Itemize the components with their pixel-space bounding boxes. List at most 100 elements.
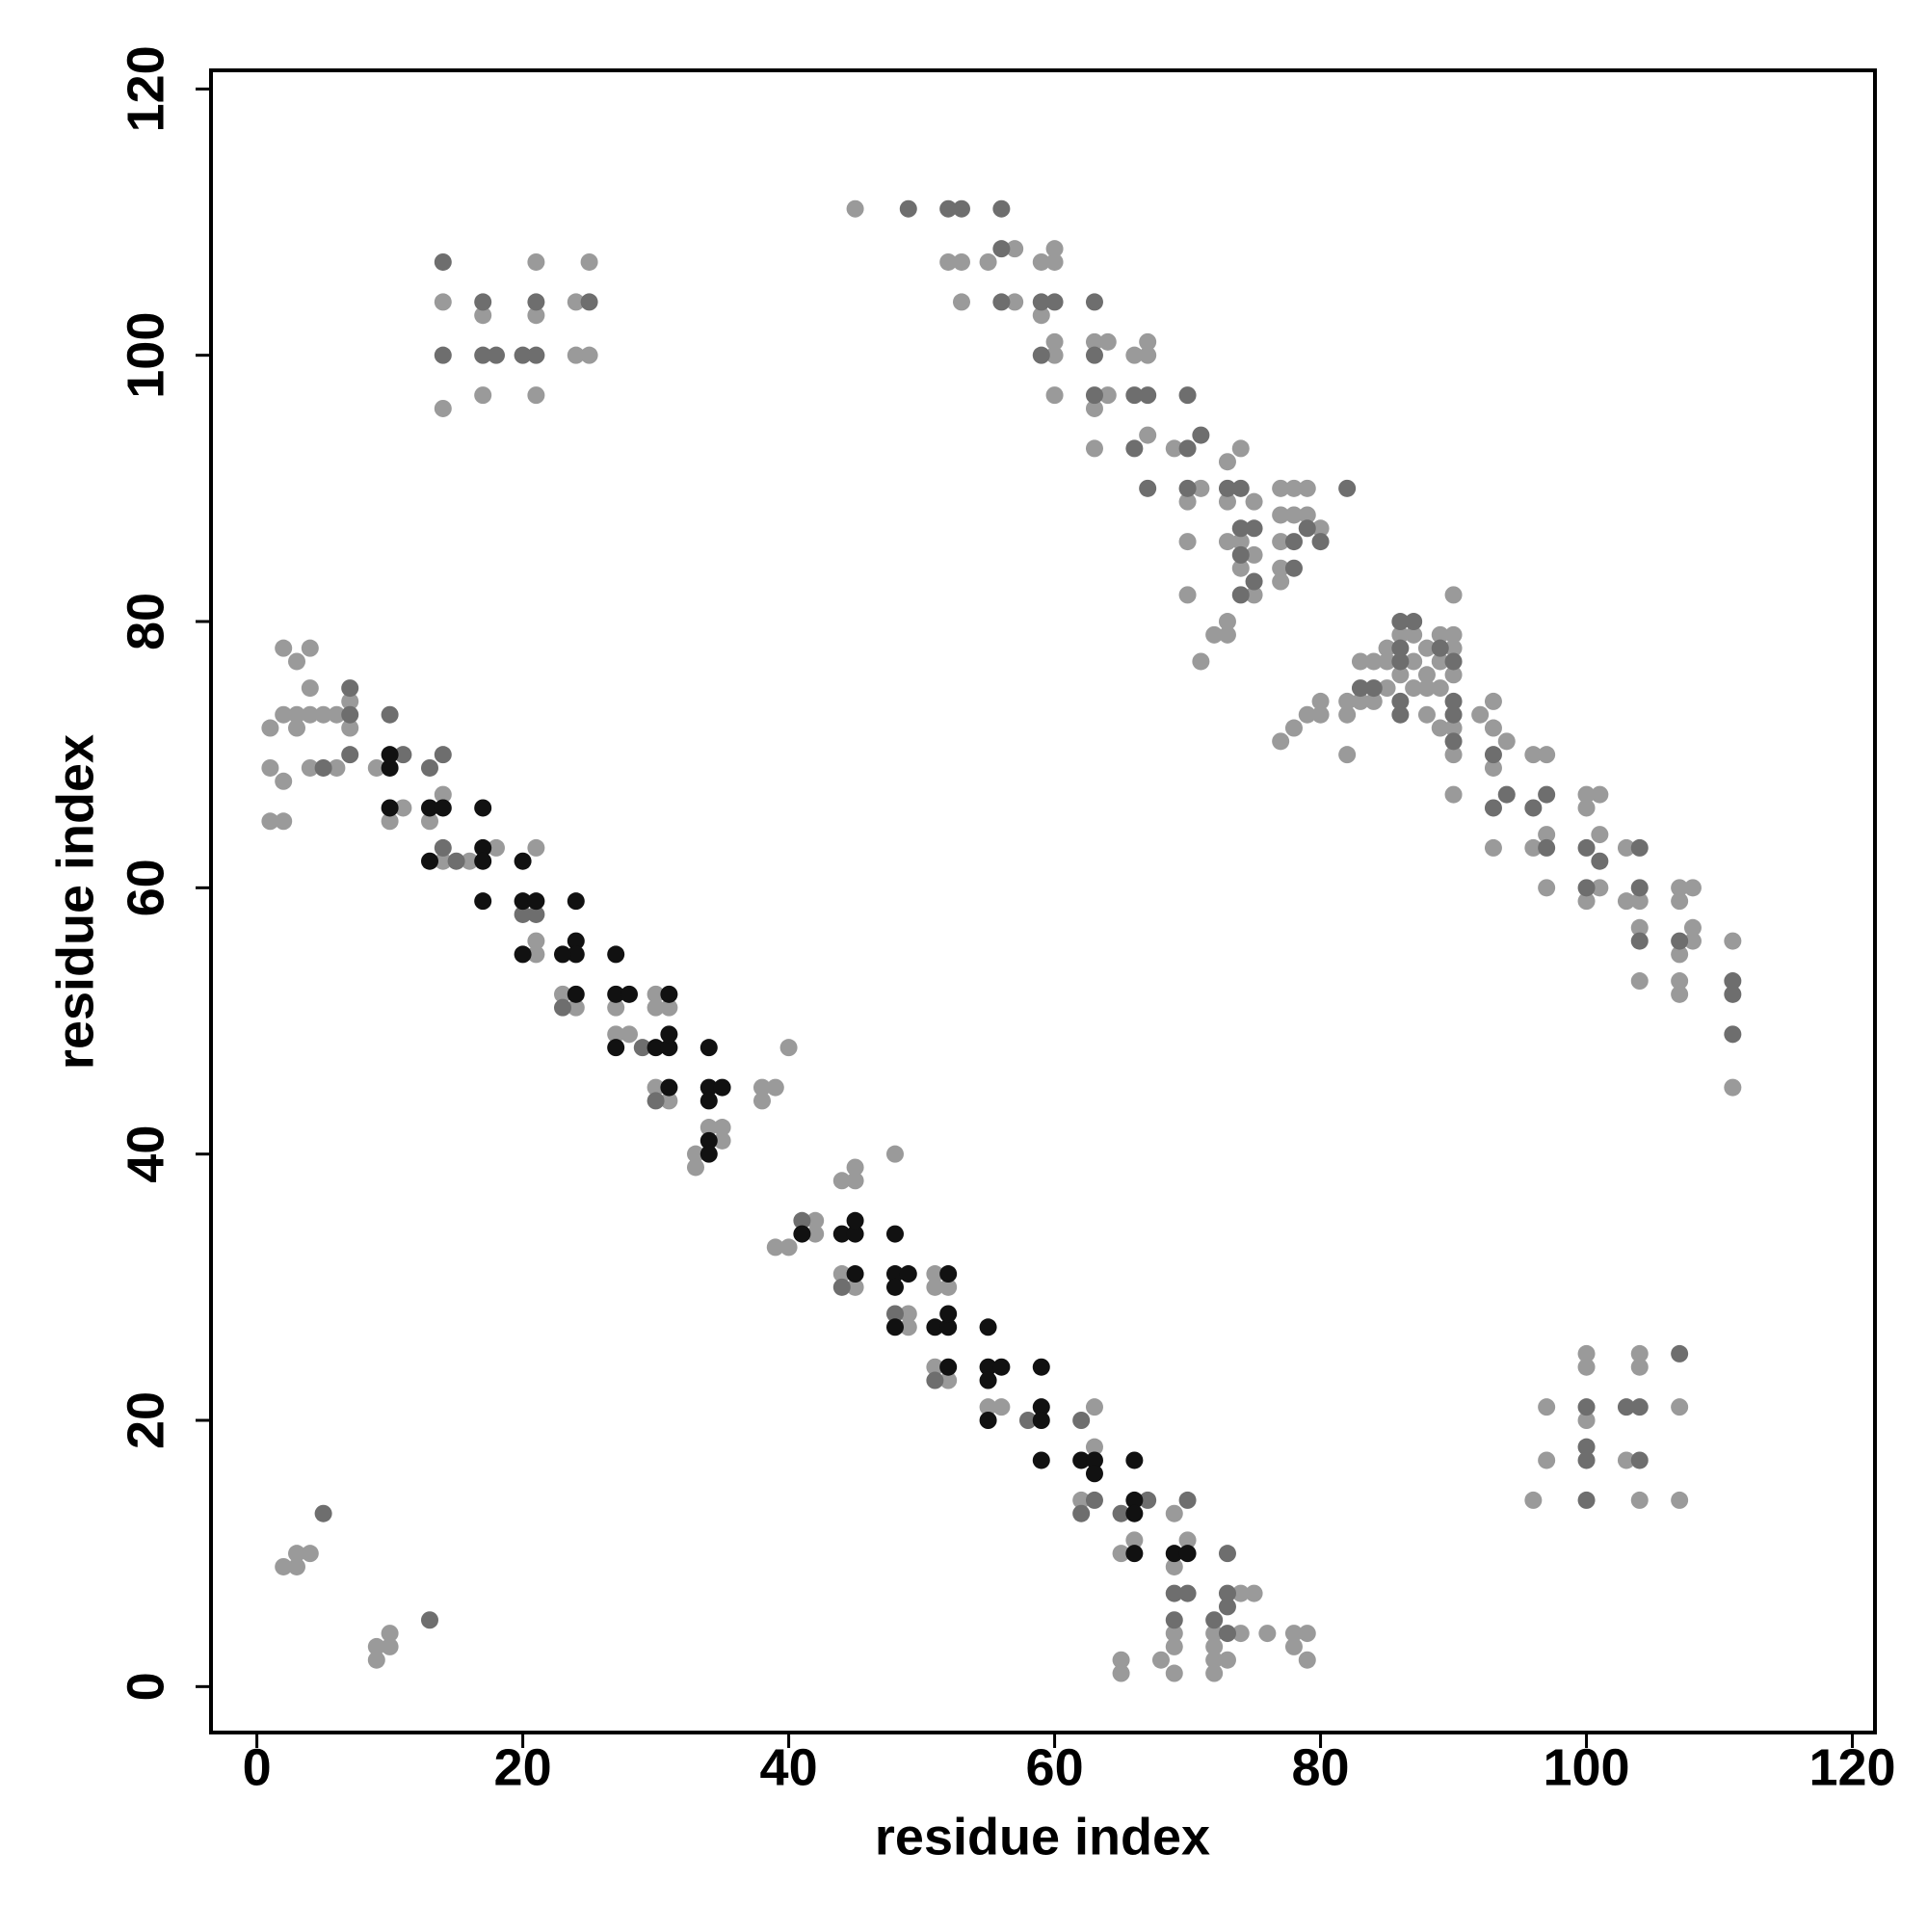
point — [567, 985, 585, 1003]
point — [1045, 252, 1064, 271]
point — [1139, 332, 1157, 351]
point — [1577, 1412, 1596, 1430]
point — [979, 1318, 997, 1337]
point — [1577, 1451, 1596, 1469]
point — [288, 719, 306, 737]
point — [686, 1158, 704, 1177]
point — [288, 1545, 306, 1563]
point — [700, 1131, 718, 1150]
point — [1072, 1451, 1091, 1469]
point — [1591, 826, 1609, 844]
point — [1139, 426, 1157, 444]
point — [1630, 972, 1649, 991]
point — [1298, 1651, 1316, 1669]
point — [1444, 719, 1463, 737]
point — [1630, 1491, 1649, 1509]
point — [1085, 1451, 1103, 1469]
point — [341, 746, 359, 764]
point — [1444, 652, 1463, 671]
point — [1072, 1504, 1091, 1522]
x-tick-label: 80 — [1292, 1738, 1350, 1796]
point — [434, 252, 452, 271]
point — [1178, 533, 1197, 551]
point — [1538, 1398, 1556, 1416]
point — [474, 386, 492, 405]
point — [434, 799, 452, 817]
point — [553, 945, 571, 964]
y-tick-label: 120 — [117, 45, 174, 132]
point — [381, 705, 399, 724]
point — [1298, 519, 1316, 538]
point — [885, 1225, 904, 1243]
point — [1098, 332, 1117, 351]
x-tick-label: 120 — [1808, 1738, 1895, 1796]
point — [899, 1265, 917, 1284]
point — [434, 293, 452, 311]
point — [752, 1078, 771, 1097]
point — [527, 945, 545, 964]
point — [527, 892, 545, 911]
point — [1218, 533, 1236, 551]
point — [1444, 666, 1463, 684]
point — [1683, 879, 1702, 897]
point — [939, 199, 958, 218]
point — [1538, 785, 1556, 804]
point — [367, 758, 385, 777]
point — [992, 1358, 1011, 1376]
point — [1272, 506, 1290, 524]
point — [1351, 679, 1369, 698]
point — [288, 1557, 306, 1575]
point — [992, 1398, 1011, 1416]
point — [1284, 1625, 1303, 1643]
point — [1178, 386, 1197, 405]
point — [846, 199, 864, 218]
point — [1471, 705, 1490, 724]
point — [1617, 1398, 1635, 1416]
point — [979, 1412, 997, 1430]
point — [979, 1371, 997, 1389]
point — [1391, 666, 1410, 684]
point — [1444, 732, 1463, 751]
point — [1112, 1504, 1130, 1522]
point — [434, 852, 452, 870]
point — [1630, 838, 1649, 857]
point — [1218, 479, 1236, 497]
point — [1577, 799, 1596, 817]
point — [1165, 439, 1183, 458]
point — [939, 1358, 958, 1376]
point — [1391, 692, 1410, 710]
point — [1378, 679, 1396, 698]
point — [1125, 346, 1144, 364]
point — [1165, 1584, 1183, 1602]
point — [434, 746, 452, 764]
point — [1006, 240, 1024, 258]
point — [1431, 652, 1449, 671]
point — [686, 1145, 704, 1163]
point — [1045, 386, 1064, 405]
point — [527, 838, 545, 857]
point — [752, 1092, 771, 1110]
point — [1218, 492, 1236, 511]
point — [1630, 892, 1649, 911]
point — [1484, 719, 1502, 737]
point — [1085, 1491, 1103, 1509]
point — [301, 1545, 319, 1563]
y-tick-label: 40 — [117, 1125, 174, 1183]
point — [806, 1211, 825, 1230]
point — [1272, 559, 1290, 577]
point — [1577, 1491, 1596, 1509]
point — [1431, 679, 1449, 698]
point — [1284, 479, 1303, 497]
point — [1364, 679, 1383, 698]
point — [1125, 439, 1144, 458]
point — [1417, 639, 1436, 657]
point — [514, 852, 532, 870]
point — [1139, 479, 1157, 497]
point — [660, 1025, 678, 1044]
point — [301, 679, 319, 698]
point — [846, 1172, 864, 1190]
point — [939, 1318, 958, 1337]
point — [1272, 533, 1290, 551]
point — [553, 985, 571, 1003]
